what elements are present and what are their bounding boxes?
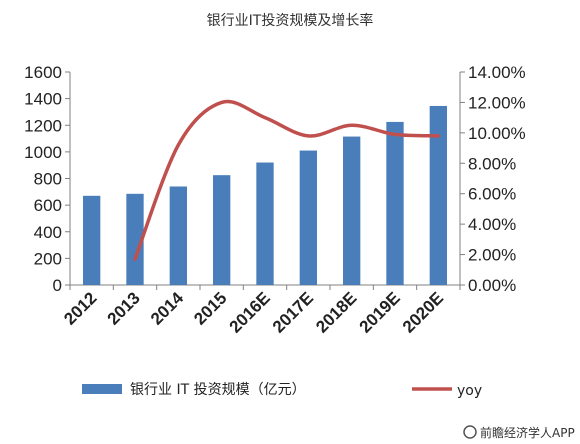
bar xyxy=(126,193,144,285)
right-tick-label: 10.00% xyxy=(468,124,526,143)
right-tick-label: 12.00% xyxy=(468,93,526,112)
yoy-line xyxy=(133,99,441,261)
x-tick-label: 2016E xyxy=(226,288,274,336)
bar-series xyxy=(83,105,447,286)
bar xyxy=(343,136,361,285)
bar xyxy=(213,175,231,285)
x-tick-label: 2017E xyxy=(269,288,317,336)
bar xyxy=(256,162,274,285)
bar xyxy=(299,150,317,285)
axes: 0 200 400 600 800 1000 1200 1400 1600 0.00% 2.00% 4… xyxy=(24,63,526,295)
legend-swatch-bars xyxy=(82,384,122,394)
legend: 银行业 IT 投资规模（亿元） yoy xyxy=(82,382,482,399)
left-tick-label: 400 xyxy=(34,223,62,242)
left-tick-label: 1000 xyxy=(24,143,62,162)
left-tick-label: 0 xyxy=(53,276,62,295)
left-tick-label: 1400 xyxy=(24,90,62,109)
legend-label-bars: 银行业 IT 投资规模（亿元） xyxy=(130,382,306,398)
left-tick-label: 200 xyxy=(34,249,62,268)
bar xyxy=(429,105,447,286)
left-tick-label: 1200 xyxy=(24,116,62,135)
bar xyxy=(83,195,101,285)
watermark: 前瞻经济学人APP xyxy=(463,425,575,440)
right-tick-label: 0.00% xyxy=(468,276,516,295)
chart-title: 银行业IT投资规模及增长率 xyxy=(207,12,374,29)
source-logo-icon xyxy=(463,425,477,439)
right-tick-label: 8.00% xyxy=(468,154,516,173)
right-tick-label: 14.00% xyxy=(468,63,526,82)
x-tick-label: 2015 xyxy=(190,288,230,328)
legend-label-yoy: yoy xyxy=(457,383,482,399)
x-tick-label: 2013 xyxy=(104,288,144,328)
left-tick-label: 800 xyxy=(34,170,62,189)
bar xyxy=(386,121,404,285)
right-tick-label: 6.00% xyxy=(468,185,516,204)
source-label: 前瞻经济学人APP xyxy=(480,425,575,440)
left-tick-label: 600 xyxy=(34,196,62,215)
x-tick-label: 2018E xyxy=(312,288,360,336)
x-tick-label: 2014 xyxy=(147,288,188,329)
x-tick-label: 2012 xyxy=(60,288,100,328)
x-tick-label: 2020E xyxy=(399,288,447,336)
left-tick-label: 1600 xyxy=(24,63,62,82)
x-tick-label: 2019E xyxy=(356,288,404,336)
bar xyxy=(169,186,187,285)
right-tick-label: 2.00% xyxy=(468,246,516,265)
right-tick-label: 4.00% xyxy=(468,215,516,234)
